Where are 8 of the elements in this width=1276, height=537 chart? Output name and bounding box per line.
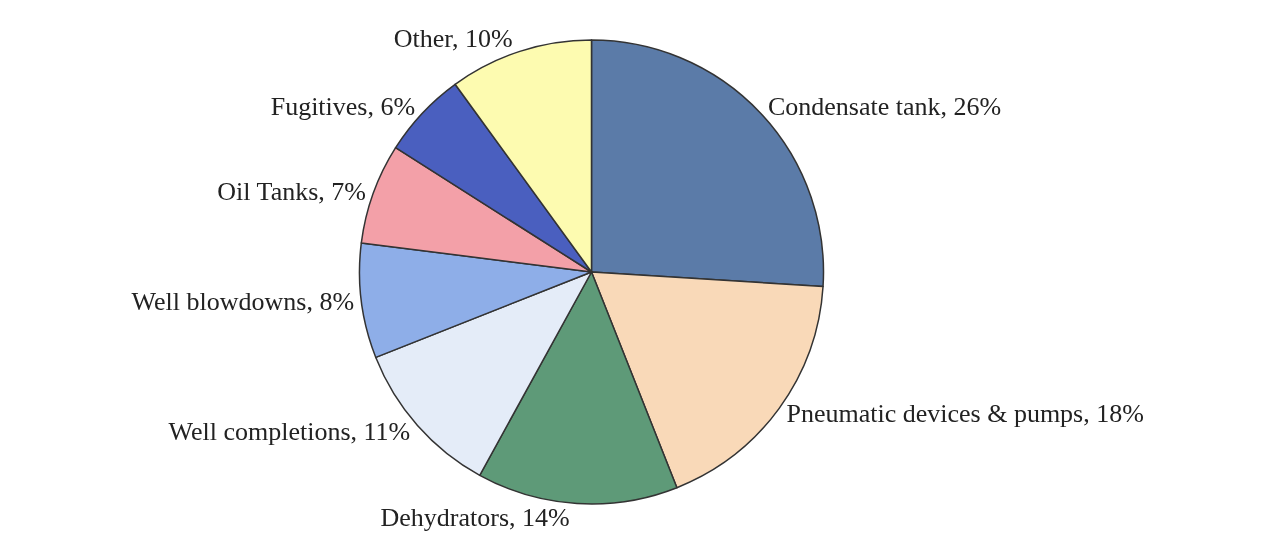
slice-label: Other, 10% <box>393 23 513 53</box>
slice-label: Fugitives, 6% <box>270 91 416 121</box>
slice-label: Well blowdowns, 8% <box>131 286 355 316</box>
slice-label: Condensate tank, 26% <box>767 91 1002 121</box>
slice-label: Well completions, 11% <box>168 417 411 447</box>
slice-label: Oil Tanks, 7% <box>217 177 366 207</box>
slice-label: Pneumatic devices & pumps, 18% <box>786 398 1144 428</box>
slice-label: Dehydrators, 14% <box>380 503 570 533</box>
